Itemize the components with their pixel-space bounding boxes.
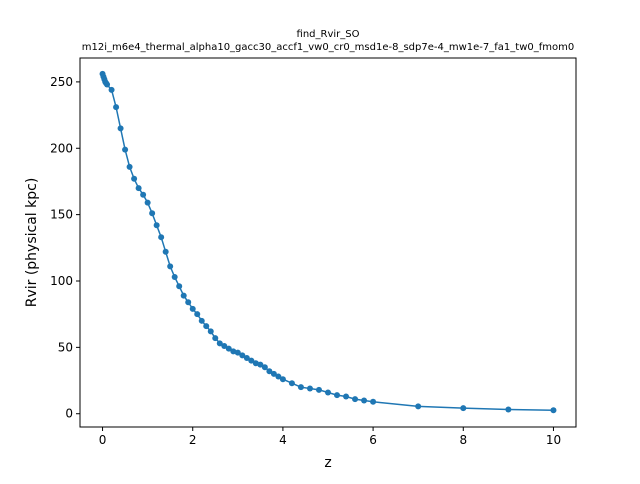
data-point: [230, 348, 237, 355]
data-point: [198, 317, 205, 324]
data-point: [266, 368, 273, 375]
x-axis-label: z: [324, 455, 331, 471]
data-point: [505, 406, 512, 413]
x-axis: 0 2 4 6 8 10: [99, 427, 561, 447]
data-point: [189, 305, 196, 312]
data-point: [131, 175, 138, 182]
data-point: [252, 360, 259, 367]
x-tick-label: 8: [459, 433, 467, 447]
data-point: [370, 398, 377, 405]
y-tick-label: 50: [58, 340, 73, 354]
data-point: [415, 403, 422, 410]
data-point: [361, 397, 368, 404]
data-point: [334, 392, 341, 399]
data-point: [550, 407, 557, 414]
data-point: [261, 364, 268, 371]
data-point: [126, 163, 133, 170]
y-tick-label: 150: [50, 208, 73, 222]
x-tick-label: 2: [189, 433, 197, 447]
data-point: [108, 86, 115, 93]
data-point: [221, 343, 228, 350]
data-point: [257, 361, 264, 368]
data-point: [270, 370, 277, 377]
y-tick-label: 0: [65, 407, 73, 421]
data-point: [149, 210, 156, 217]
data-point: [104, 81, 111, 88]
data-point: [162, 248, 169, 255]
data-point: [325, 389, 331, 396]
data-point: [117, 125, 124, 132]
y-axis-label: Rvir (physical kpc): [24, 178, 40, 308]
data-point: [212, 335, 219, 342]
chart-title: find_Rvir_SO: [297, 29, 360, 40]
x-tick-label: 4: [279, 433, 287, 447]
data-point: [144, 199, 151, 206]
plot-area: [99, 70, 557, 414]
data-point: [113, 104, 120, 111]
data-point: [140, 191, 147, 198]
data-point: [288, 380, 295, 387]
data-point: [239, 352, 246, 359]
chart-subtitle: m12i_m6e4_thermal_alpha10_gacc30_accf1_v…: [82, 42, 574, 53]
data-point: [167, 263, 174, 270]
data-point: [153, 222, 160, 229]
data-point: [297, 384, 304, 391]
data-point: [243, 354, 250, 361]
data-point: [194, 311, 201, 318]
x-tick-label: 0: [99, 433, 107, 447]
data-point: [185, 299, 192, 306]
data-point: [279, 376, 286, 383]
data-point: [343, 393, 350, 400]
data-point: [135, 185, 142, 192]
x-tick-label: 10: [546, 433, 561, 447]
data-point: [180, 292, 187, 299]
data-point: [207, 328, 214, 335]
y-tick-label: 100: [50, 274, 73, 288]
data-point: [315, 386, 322, 393]
data-point: [306, 385, 313, 392]
x-tick-label: 6: [369, 433, 377, 447]
data-point: [275, 373, 282, 380]
y-tick-label: 200: [50, 141, 73, 155]
data-point: [225, 345, 232, 352]
data-point: [460, 405, 467, 412]
data-point: [352, 396, 359, 403]
y-axis: 0 50 100 150 200 250: [50, 75, 80, 421]
data-point: [122, 146, 129, 153]
axes-frame: [79, 57, 577, 428]
y-tick-label: 250: [50, 75, 73, 89]
data-point: [216, 340, 223, 347]
data-point: [176, 283, 183, 290]
data-point: [234, 349, 241, 356]
data-point: [158, 234, 165, 241]
data-point: [203, 323, 210, 330]
data-point: [248, 357, 255, 364]
data-point: [171, 274, 178, 281]
